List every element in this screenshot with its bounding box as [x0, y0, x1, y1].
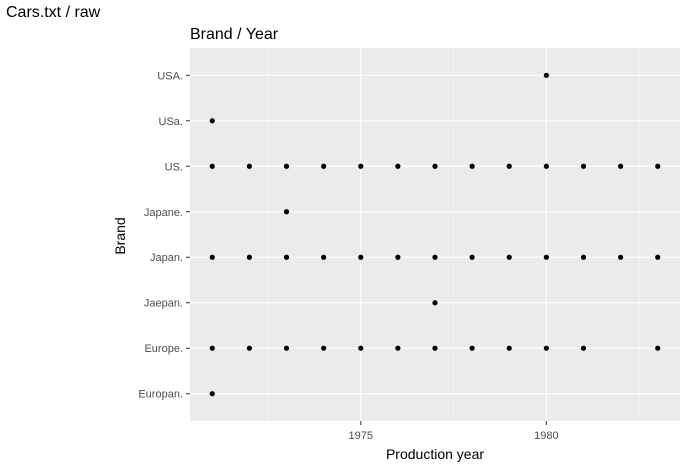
data-point	[209, 345, 215, 351]
data-point	[283, 163, 290, 169]
data-point	[209, 254, 215, 260]
data-point	[469, 345, 475, 351]
y-axis-ticks: Europan. Europe. Jaepan. Japan. Japane. US. US…	[138, 70, 190, 401]
data-point	[395, 163, 401, 169]
data-point	[358, 345, 364, 351]
y-tick-label: US.	[165, 161, 183, 173]
y-tick-label: USA.	[157, 70, 183, 82]
chart-title: Brand / Year	[190, 26, 279, 43]
data-point	[358, 163, 364, 169]
data-point	[283, 209, 290, 215]
window-title: Cars.txt / raw	[6, 4, 101, 21]
y-tick-label: Europan.	[138, 389, 183, 401]
data-point	[506, 163, 512, 169]
data-point	[469, 254, 475, 260]
data-point	[543, 345, 549, 351]
data-point	[543, 254, 549, 260]
data-point	[580, 345, 587, 351]
data-point	[246, 254, 252, 260]
y-tick-label: Japane.	[144, 207, 183, 219]
data-point	[209, 391, 215, 397]
data-point	[506, 345, 512, 351]
data-point	[321, 254, 327, 260]
data-point	[358, 254, 364, 260]
x-axis-title: Production year	[386, 446, 484, 462]
data-point	[655, 345, 661, 351]
y-tick-label: USa.	[159, 116, 183, 128]
data-point	[283, 345, 290, 351]
data-point	[469, 163, 475, 169]
x-tick-label: 1980	[534, 430, 558, 442]
data-point	[283, 254, 290, 260]
data-point	[209, 163, 215, 169]
minor-gridlines	[267, 48, 640, 421]
data-point	[321, 345, 327, 351]
x-axis-ticks: 1975 1980	[349, 421, 559, 442]
data-point	[618, 163, 624, 169]
data-point	[655, 163, 661, 169]
data-point	[432, 345, 438, 351]
data-points	[209, 72, 661, 397]
data-point	[655, 254, 661, 260]
data-point	[246, 345, 252, 351]
y-tick-label: Europe.	[144, 343, 183, 355]
data-point	[543, 72, 549, 78]
y-tick-label: Jaepan.	[144, 298, 183, 310]
y-axis-title: Brand	[112, 217, 128, 254]
data-point	[543, 163, 549, 169]
data-point	[580, 163, 587, 169]
data-point	[246, 163, 252, 169]
data-point	[321, 163, 327, 169]
data-point	[618, 254, 624, 260]
plot-panel	[190, 48, 680, 421]
data-point	[209, 118, 215, 124]
x-tick-label: 1975	[349, 430, 373, 442]
data-point	[432, 300, 438, 306]
data-point	[395, 345, 401, 351]
data-point	[580, 254, 587, 260]
data-point	[432, 163, 438, 169]
y-tick-label: Japan.	[150, 252, 183, 264]
data-point	[506, 254, 512, 260]
data-point	[395, 254, 401, 260]
data-point	[432, 254, 438, 260]
